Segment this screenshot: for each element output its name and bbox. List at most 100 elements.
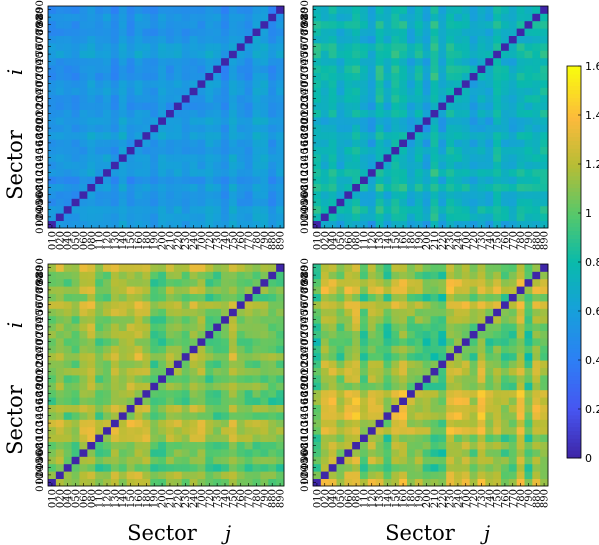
y-tick-label: 760 [35, 37, 46, 56]
heatmap-cell [205, 117, 214, 125]
heatmap-cell [493, 278, 502, 287]
heatmap-cell [268, 286, 277, 294]
heatmap-cell [260, 419, 269, 428]
heatmap-cell [71, 35, 80, 44]
heatmap-cell [213, 57, 222, 66]
heatmap-cell [268, 308, 277, 317]
heatmap-cell [336, 117, 345, 125]
heatmap-cell [55, 183, 65, 192]
heatmap-cell [48, 50, 57, 59]
heatmap-cell [197, 478, 206, 487]
heatmap-cell [268, 360, 277, 368]
heatmap-cell [454, 278, 463, 287]
heatmap-cell [134, 102, 143, 110]
heatmap-cell [485, 264, 494, 272]
heatmap-cell [532, 191, 541, 199]
heatmap-cell [236, 352, 246, 361]
colorbar-segment [567, 218, 581, 224]
heatmap-cell [213, 449, 222, 457]
heatmap-cell [320, 426, 330, 435]
heatmap-cell [197, 264, 206, 272]
heatmap-cell [134, 264, 143, 272]
y-tick-label: 720 [300, 325, 311, 344]
heatmap-cell [166, 426, 175, 435]
x-tick-label: 240 [453, 489, 464, 508]
heatmap-cell [524, 13, 533, 22]
x-tick-label: 050 [71, 489, 82, 508]
heatmap-cell [540, 397, 549, 405]
heatmap-cell [516, 367, 525, 376]
heatmap-cell [79, 183, 88, 192]
heatmap-cell [422, 286, 431, 294]
heatmap-cell [501, 293, 510, 302]
heatmap-cell [71, 94, 80, 103]
heatmap-cell [95, 183, 104, 192]
heatmap-cell [63, 352, 72, 361]
heatmap-cell [407, 176, 416, 184]
heatmap-cell [79, 124, 88, 133]
colorbar-segment [567, 116, 581, 122]
heatmap-cell [142, 434, 151, 442]
heatmap-cell [508, 397, 518, 405]
heatmap-cell [268, 278, 277, 287]
heatmap-cell [166, 478, 175, 487]
heatmap-cell [252, 375, 261, 383]
heatmap-cell [407, 124, 416, 133]
heatmap-cell [197, 35, 206, 44]
heatmap-cell [205, 13, 214, 22]
heatmap-cell [516, 360, 525, 368]
heatmap-cell [158, 176, 167, 184]
heatmap-cell [118, 360, 128, 368]
heatmap-cell [103, 449, 112, 457]
colorbar-segment [567, 320, 581, 326]
heatmap-cell [328, 117, 337, 125]
heatmap-cell [508, 43, 518, 51]
heatmap-cell [213, 72, 222, 81]
heatmap-cell [383, 139, 392, 147]
heatmap-cell [438, 293, 447, 302]
heatmap-cell [276, 13, 285, 22]
heatmap-cell [166, 94, 175, 103]
heatmap-cell [485, 183, 494, 192]
heatmap-cell [508, 301, 518, 309]
heatmap-cell [524, 72, 533, 81]
heatmap-cell [189, 375, 198, 383]
heatmap-cell [79, 412, 88, 420]
heatmap-cell [446, 146, 455, 155]
heatmap-cell [87, 65, 96, 73]
heatmap-cell [103, 102, 112, 110]
heatmap-cell [205, 315, 214, 324]
heatmap-cell [399, 50, 408, 59]
panel-frame [312, 5, 549, 229]
heatmap-cell [173, 168, 183, 177]
heatmap-cell [336, 323, 345, 331]
heatmap-cell [221, 213, 230, 221]
heatmap-cell [244, 43, 253, 51]
heatmap-cell [205, 352, 214, 361]
y-tick-label: 190 [300, 119, 311, 138]
heatmap-cell [63, 57, 72, 66]
heatmap-cell [328, 471, 337, 479]
heatmap-cell [103, 65, 112, 73]
heatmap-cell [532, 382, 541, 391]
heatmap-cell [236, 183, 246, 192]
heatmap-cell [367, 426, 377, 435]
heatmap-cell [414, 278, 424, 287]
heatmap-cell [461, 330, 471, 339]
heatmap-cell [344, 43, 353, 51]
heatmap-cell [197, 301, 206, 309]
heatmap-cell [79, 404, 88, 413]
heatmap-cell [540, 456, 549, 465]
heatmap-cell [95, 449, 104, 457]
heatmap-cell [391, 124, 400, 133]
heatmap-cell [524, 176, 533, 184]
heatmap-cell [134, 20, 143, 29]
heatmap-cell [328, 146, 337, 155]
heatmap-cell [524, 191, 533, 199]
heatmap-cell [501, 389, 510, 398]
heatmap-cell [63, 426, 72, 435]
heatmap-cell [71, 161, 80, 170]
heatmap-cell [438, 404, 447, 413]
heatmap-cell [485, 360, 494, 368]
heatmap-cell [532, 330, 541, 339]
